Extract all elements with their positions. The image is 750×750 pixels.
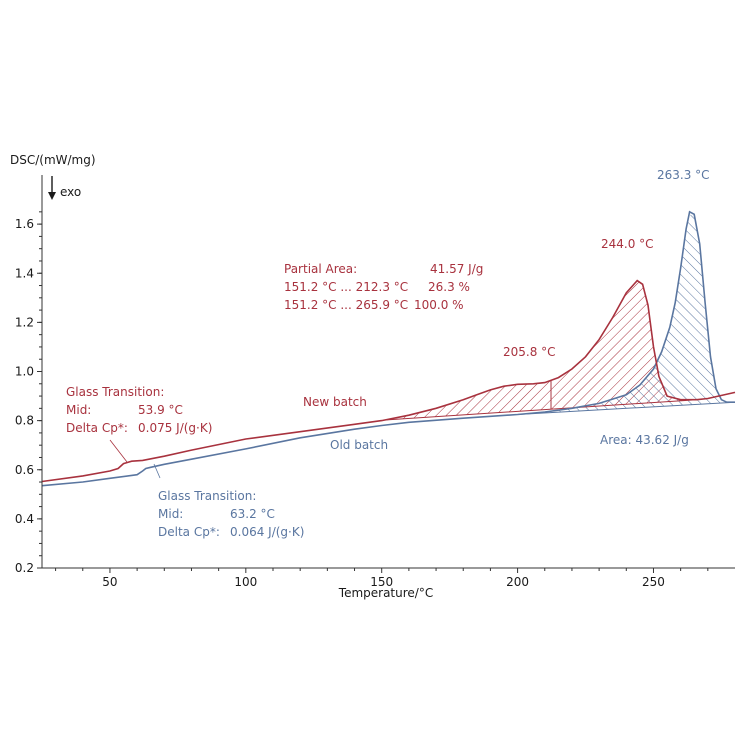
old-batch-peak-area-hatch — [517, 212, 735, 415]
y-tick-label: 0.2 — [15, 561, 34, 575]
y-tick-label: 1.4 — [15, 266, 34, 280]
partial-area-title: Partial Area: — [284, 262, 357, 276]
new-glass-transition-annotation: Glass Transition: Mid: 53.9 °C Delta Cp*… — [66, 385, 212, 435]
new-glass-mid-value: 53.9 °C — [138, 403, 183, 417]
new-batch-partial-area-hatch — [385, 380, 551, 420]
x-ticks: 50 100 150 200 250 — [55, 568, 709, 589]
new-batch-peak-area-hatch — [551, 281, 697, 410]
old-batch-label: Old batch — [330, 438, 388, 452]
new-glass-cp-value: 0.075 J/(g·K) — [138, 421, 212, 435]
new-glass-leader-line — [109, 439, 128, 463]
exo-arrow-icon — [48, 176, 56, 200]
y-tick-label: 0.4 — [15, 512, 34, 526]
new-batch-baseline — [384, 399, 697, 421]
y-axis-label: DSC/(mW/mg) — [10, 153, 96, 167]
old-batch-baseline — [517, 401, 736, 415]
old-glass-transition-annotation: Glass Transition: Mid: 63.2 °C Delta Cp*… — [158, 489, 304, 539]
partial-area-total: 41.57 J/g — [430, 262, 483, 276]
y-tick-label: 0.6 — [15, 463, 34, 477]
new-glass-title: Glass Transition: — [66, 385, 164, 399]
x-tick-label: 50 — [102, 575, 117, 589]
partial-area-pct-1: 26.3 % — [428, 280, 470, 294]
y-ticks: 0.2 0.4 0.6 0.8 1.0 1.2 1.4 1.6 — [15, 211, 42, 575]
x-axis-label: Temperature/°C — [338, 586, 433, 600]
peak-new-1-label: 205.8 °C — [503, 345, 556, 359]
old-glass-cp-label: Delta Cp*: — [158, 525, 220, 539]
y-tick-label: 1.6 — [15, 217, 34, 231]
partial-area-range-2: 151.2 °C ... 265.9 °C — [284, 298, 408, 312]
x-tick-label: 250 — [642, 575, 665, 589]
old-glass-leader-line — [153, 463, 161, 479]
old-area-label: Area: 43.62 J/g — [600, 433, 689, 447]
y-tick-label: 0.8 — [15, 414, 34, 428]
partial-area-range-1: 151.2 °C ... 212.3 °C — [284, 280, 408, 294]
old-glass-cp-value: 0.064 J/(g·K) — [230, 525, 304, 539]
peak-new-2-label: 244.0 °C — [601, 237, 654, 251]
y-tick-label: 1.0 — [15, 365, 34, 379]
old-glass-title: Glass Transition: — [158, 489, 256, 503]
old-batch-curve — [41, 210, 735, 487]
new-glass-mid-label: Mid: — [66, 403, 91, 417]
new-glass-cp-label: Delta Cp*: — [66, 421, 128, 435]
x-tick-label: 200 — [506, 575, 529, 589]
partial-area-pct-2: 100.0 % — [414, 298, 464, 312]
new-batch-curve — [41, 279, 736, 483]
new-batch-label: New batch — [303, 395, 367, 409]
old-glass-mid-label: Mid: — [158, 507, 183, 521]
old-glass-mid-value: 63.2 °C — [230, 507, 275, 521]
y-tick-label: 1.2 — [15, 315, 34, 329]
x-tick-label: 100 — [234, 575, 257, 589]
x-tick-label: 150 — [370, 575, 393, 589]
exo-label: exo — [60, 185, 81, 199]
partial-area-annotation: Partial Area: 41.57 J/g 151.2 °C ... 212… — [284, 262, 483, 312]
peak-old-label: 263.3 °C — [657, 168, 710, 182]
